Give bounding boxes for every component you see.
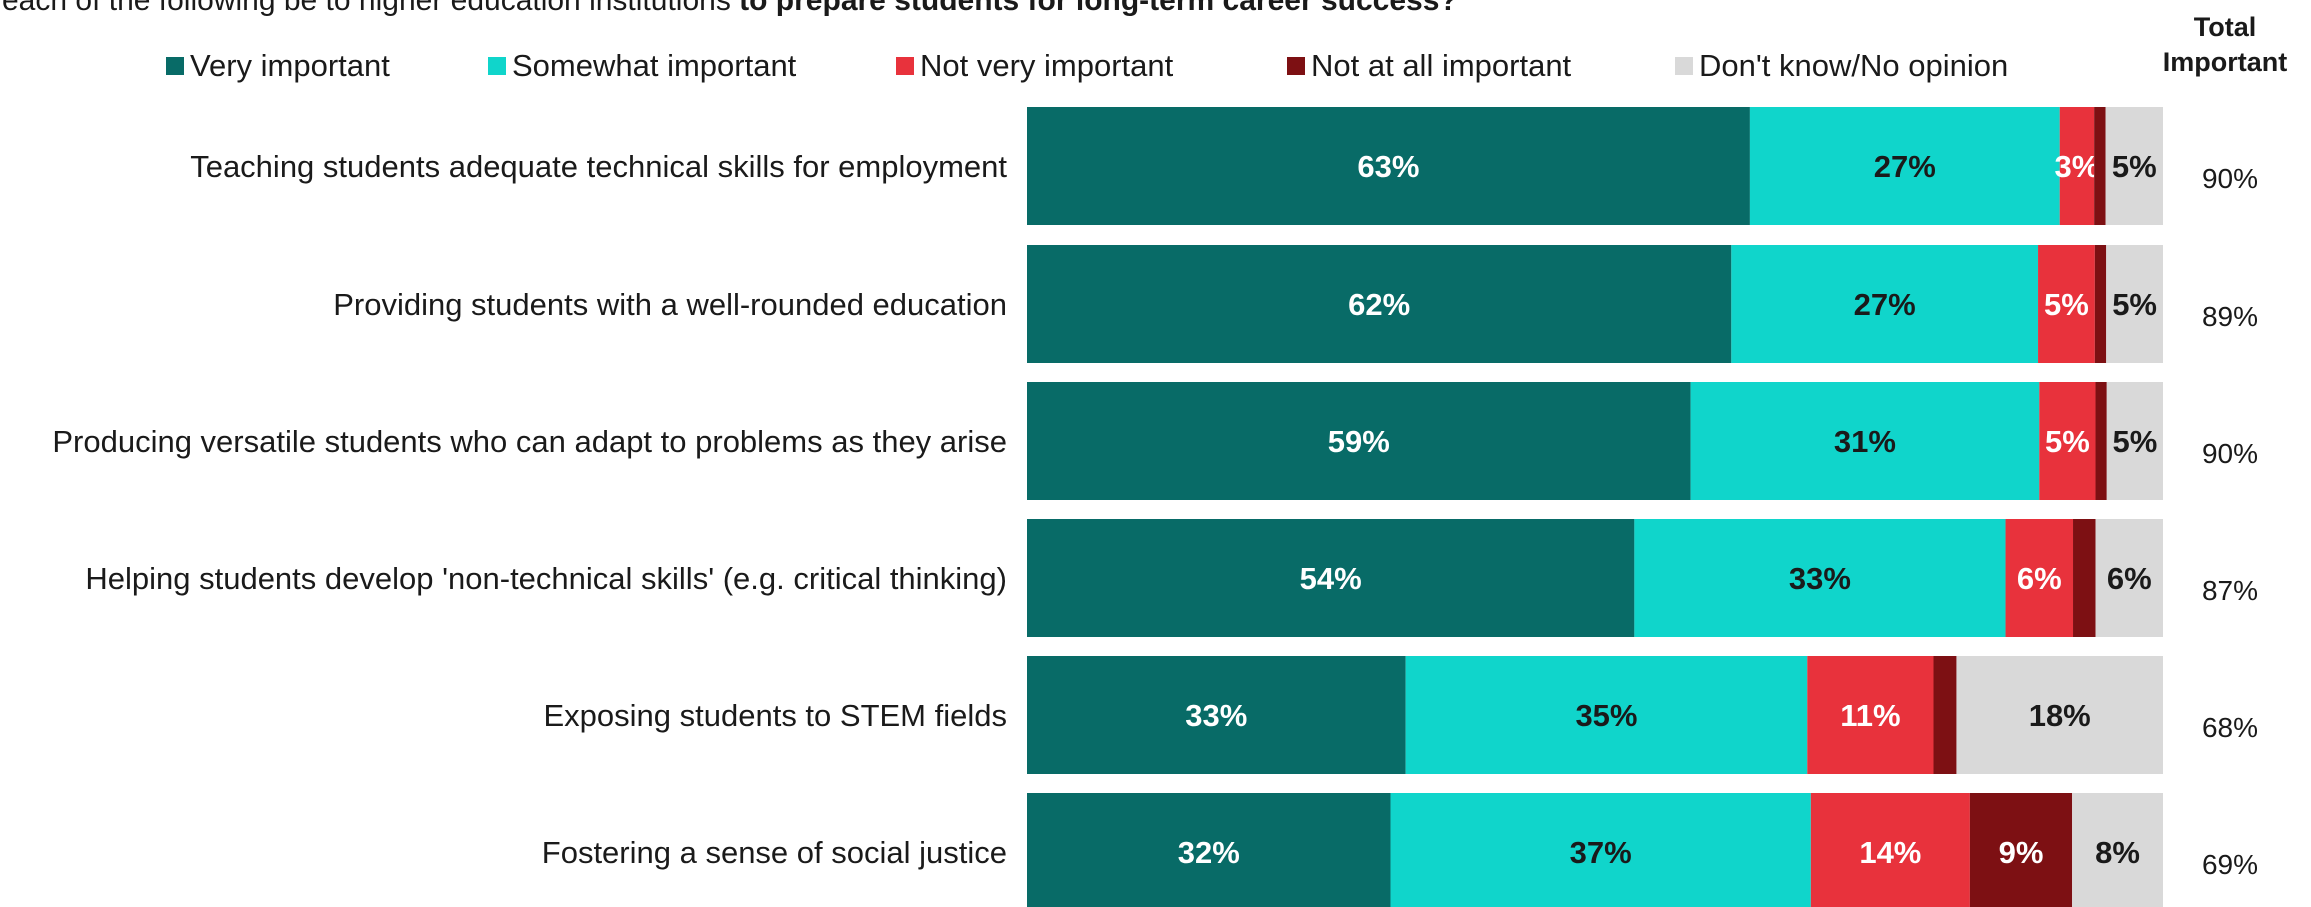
total-important-value: 69% [2202,849,2258,880]
data-label: 31% [1834,424,1896,459]
bar-segment [1405,656,1808,774]
total-important-header: Total Important [2140,10,2310,80]
legend-label: Very important [190,48,390,83]
total-important-value: 87% [2202,575,2258,606]
bar-segment [2059,107,2095,225]
data-label: 37% [1570,835,1632,870]
data-label: 3% [2055,149,2100,184]
bar-segment [1634,519,2006,637]
bar-segment [2106,382,2163,500]
data-label: 33% [1185,698,1247,733]
data-label: 6% [2017,561,2062,596]
bar-segment [2094,245,2107,363]
question-text: each of the following be to higher educa… [2,0,1458,18]
bar-segment [1956,656,2163,774]
legend-item: Not at all important [1287,48,1571,84]
category-label: Exposing students to STEM fields [543,698,1007,733]
bar-segment [1690,382,2040,500]
data-label: 5% [2112,149,2157,184]
data-label: 5% [2112,287,2157,322]
bar-segment [1027,107,1750,225]
bar-segment [1810,793,1970,907]
legend-label: Somewhat important [512,48,797,83]
data-label: 5% [2112,424,2157,459]
data-label: 5% [2045,424,2090,459]
bar-segment [2106,245,2163,363]
total-important-value: 90% [2202,438,2258,469]
legend-label: Don't know/No opinion [1699,48,2009,83]
category-label: Helping students develop 'non-technical … [85,561,1007,596]
bar-segment [2038,245,2095,363]
bar-segment [1749,107,2060,225]
total-important-value: 89% [2202,301,2258,332]
data-label: 8% [2095,835,2140,870]
data-label: 35% [1575,698,1637,733]
data-label: 62% [1348,287,1410,322]
category-label: Producing versatile students who can ada… [52,424,1007,459]
bar-segment [1390,793,1811,907]
bar-segment [2072,793,2163,907]
legend-swatch [488,57,506,75]
legend-swatch [166,57,184,75]
bar-segment [1933,656,1957,774]
question-bold: to prepare students for long-term career… [739,0,1458,17]
bar-segment [1807,656,1934,774]
legend-item: Very important [166,48,390,84]
data-label: 59% [1328,424,1390,459]
total-header-line-1: Total [2193,12,2257,42]
category-label: Teaching students adequate technical ski… [190,149,1007,184]
data-label: 54% [1300,561,1362,596]
bar-segment [1027,793,1391,907]
category-label: Providing students with a well-rounded e… [333,287,1007,322]
legend-item: Not very important [896,48,1173,84]
total-important-value: 68% [2202,712,2258,743]
legend-item: Don't know/No opinion [1675,48,2008,84]
bar-segment [2095,519,2163,637]
data-label: 14% [1859,835,1921,870]
data-label: 11% [1840,698,1900,733]
bar-segment [2094,107,2106,225]
bar-segment [1027,245,1732,363]
bar-segment [1969,793,2073,907]
data-label: 27% [1854,287,1916,322]
legend-item: Somewhat important [488,48,796,84]
data-label: 27% [1874,149,1936,184]
legend-swatch [1675,57,1693,75]
bar-segment [1731,245,2039,363]
total-important-value: 90% [2202,163,2258,194]
bar-segment [1027,382,1691,500]
legend-swatch [1287,57,1305,75]
bar-segment [1027,519,1635,637]
data-label: 33% [1789,561,1851,596]
data-label: 9% [1999,835,2044,870]
legend-label: Not very important [920,48,1174,83]
data-label: 5% [2044,287,2089,322]
legend-label: Not at all important [1311,48,1572,83]
bar-segment [2073,519,2096,637]
legend-swatch [896,57,914,75]
data-label: 6% [2107,561,2152,596]
category-label: Fostering a sense of social justice [542,835,1007,870]
data-label: 63% [1357,149,1419,184]
bar-segment [2105,107,2163,225]
total-header-line-2: Important [2162,47,2288,77]
question-prefix: each of the following be to higher educa… [2,0,740,17]
bar-segment [2005,519,2074,637]
bar-segment [2039,382,2096,500]
bar-segment [2095,382,2107,500]
data-label: 18% [2029,698,2091,733]
data-label: 32% [1178,835,1240,870]
bar-segment [1027,656,1406,774]
